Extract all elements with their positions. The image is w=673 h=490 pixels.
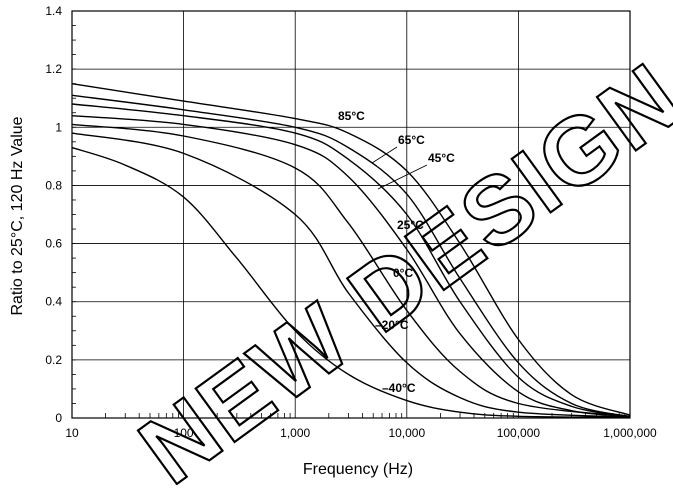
x-tick-label: 1,000 [280, 426, 310, 440]
x-tick-label: 1,000,000 [603, 426, 657, 440]
series-line [71, 146, 631, 419]
curve-label: –40°C [382, 381, 416, 395]
curve-layer [71, 83, 631, 419]
y-tick-label: 0.2 [45, 353, 62, 367]
curve-label: 85°C [338, 109, 365, 123]
y-tick-label: 1.4 [45, 4, 62, 18]
y-tick-label: 0.6 [45, 237, 62, 251]
x-axis-title: Frequency (Hz) [303, 461, 413, 478]
series-line [71, 103, 631, 418]
x-tick-label: 10,000 [388, 426, 425, 440]
y-tick-label: 1.2 [45, 62, 62, 76]
curve-label: 0°C [393, 266, 413, 280]
y-tick-label: 0 [55, 411, 62, 425]
series-line [71, 132, 631, 418]
y-tick-label: 0.8 [45, 178, 62, 192]
label-layer: 85°C 65°C45°C 25°C 0°C –20°C –40°C [338, 109, 455, 395]
x-tick-label: 100 [174, 426, 194, 440]
curve-label: 65°C [398, 133, 425, 147]
watermark-text: NEW DESIGN [121, 43, 673, 485]
curve-label: 25°C [397, 218, 424, 232]
label-leader-line [377, 164, 428, 190]
label-leader-line [371, 146, 398, 164]
x-tick-label: 100,000 [497, 426, 541, 440]
y-tick-label: 0.4 [45, 295, 62, 309]
tick-layer: 10 100 1,000 10,000 100,000 1,000,000 0 0.2 0.4 0… [45, 4, 657, 440]
series-line [71, 123, 631, 418]
curve-label: 45°C [428, 151, 455, 165]
y-axis-title: Ratio to 25°C, 120 Hz Value [9, 116, 26, 315]
series-line [71, 115, 631, 418]
y-tick-label: 1 [55, 120, 62, 134]
curve-label: –20°C [375, 318, 409, 332]
series-line [71, 83, 631, 416]
x-tick-label: 10 [65, 426, 79, 440]
series-line [71, 94, 631, 418]
